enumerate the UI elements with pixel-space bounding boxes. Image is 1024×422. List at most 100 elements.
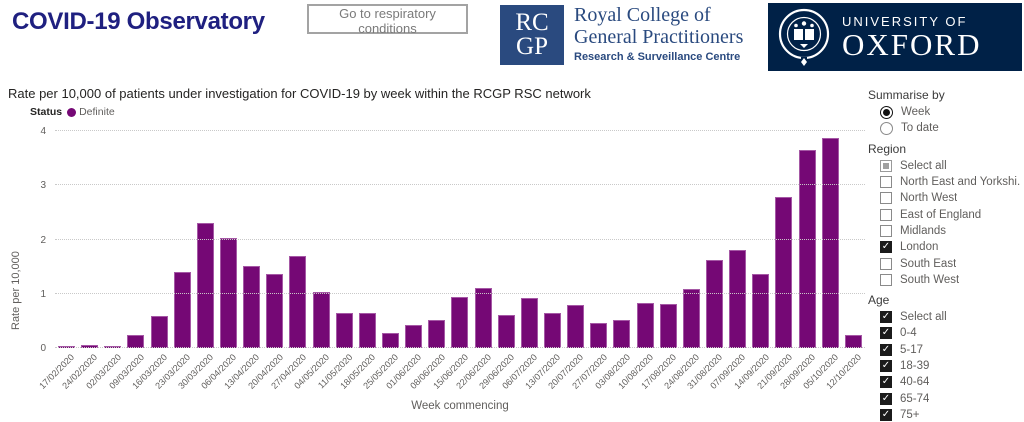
bar-30-03-2020[interactable] (196, 223, 214, 348)
age-option-75+[interactable]: ✓ 75+ (868, 407, 1020, 422)
summarise-option-week[interactable]: Week (868, 104, 1020, 120)
age-option-select-all[interactable]: ✓ Select all (868, 309, 1020, 325)
checkbox-icon[interactable] (880, 273, 892, 286)
option-label: South East (900, 257, 957, 270)
bar-08-06-2020[interactable] (428, 319, 446, 348)
bar-01-06-2020[interactable] (405, 325, 423, 348)
checkbox-icon[interactable] (880, 176, 892, 189)
option-label: 40-64 (900, 376, 930, 389)
bar-slot (286, 131, 309, 348)
age-option-65-74[interactable]: ✓ 65-74 (868, 390, 1020, 406)
rcgp-abbr-bottom: GP (516, 33, 548, 60)
bar-24-08-2020[interactable] (682, 289, 700, 348)
option-label: South West (900, 273, 960, 286)
option-label: Select all (900, 311, 947, 324)
bar-slot (333, 131, 356, 348)
bar-18-05-2020[interactable] (358, 312, 376, 348)
region-option-north-west[interactable]: North West (868, 190, 1020, 206)
go-to-respiratory-conditions-button[interactable]: Go to respiratory conditions (307, 4, 468, 36)
bar-slot (495, 131, 518, 348)
option-label: To date (901, 122, 939, 135)
bar-slot (217, 131, 240, 348)
region-option-south-east[interactable]: South East (868, 255, 1020, 271)
region-option-london[interactable]: ✓ London (868, 239, 1020, 255)
radio-icon[interactable] (880, 121, 893, 135)
bar-27-04-2020[interactable] (289, 255, 307, 348)
checkbox-checked-icon[interactable]: ✓ (880, 343, 892, 356)
bar-slot (148, 131, 171, 348)
checkbox-checked-icon[interactable]: ✓ (880, 311, 892, 324)
bar-24-02-2020[interactable] (81, 344, 99, 348)
bar-slot (472, 131, 495, 348)
checkbox-checked-icon[interactable]: ✓ (880, 360, 892, 372)
bar-20-04-2020[interactable] (266, 274, 284, 348)
bar-15-06-2020[interactable] (451, 297, 469, 348)
checkbox-icon[interactable] (880, 192, 892, 205)
bar-slot (634, 131, 657, 348)
checkbox-checked-icon[interactable]: ✓ (880, 408, 892, 421)
age-option-40-64[interactable]: ✓ 40-64 (868, 374, 1020, 390)
rcgp-abbr-top: RC (515, 8, 549, 36)
bar-29-06-2020[interactable] (497, 315, 515, 348)
bar-22-06-2020[interactable] (474, 288, 492, 348)
checkbox-checked-icon[interactable]: ✓ (880, 376, 892, 389)
y-tick-label-0: 0 (40, 343, 46, 354)
bar-03-08-2020[interactable] (613, 320, 631, 348)
region-option-east-of-england[interactable]: East of England (868, 206, 1020, 222)
bar-12-10-2020[interactable] (844, 334, 862, 348)
bar-slot (703, 131, 726, 348)
radio-selected-icon[interactable] (880, 105, 893, 119)
bar-slot (610, 131, 633, 348)
checkbox-icon[interactable] (880, 208, 892, 221)
bar-05-10-2020[interactable] (821, 137, 839, 348)
filter-panel: Summarise by Week To date Region Select a… (868, 88, 1020, 422)
bar-13-07-2020[interactable] (544, 313, 562, 348)
bar-11-05-2020[interactable] (335, 312, 353, 348)
page-title: COVID-19 Observatory (12, 8, 265, 35)
bar-27-07-2020[interactable] (590, 322, 608, 348)
bar-slot (796, 131, 819, 348)
region-option-select-all[interactable]: Select all (868, 158, 1020, 174)
legend-item-definite[interactable]: Definite (67, 106, 115, 118)
option-label: North East and Yorkshi... (900, 176, 1020, 189)
bar-25-05-2020[interactable] (382, 333, 400, 348)
checkbox-icon[interactable] (880, 257, 892, 270)
bar-slot (379, 131, 402, 348)
bar-23-03-2020[interactable] (173, 272, 191, 348)
checkbox-checked-icon[interactable]: ✓ (880, 327, 892, 340)
checkbox-indeterminate-icon[interactable] (880, 159, 892, 172)
checkbox-checked-icon[interactable]: ✓ (880, 392, 892, 405)
region-option-midlands[interactable]: Midlands (868, 223, 1020, 239)
bar-07-09-2020[interactable] (729, 250, 747, 348)
summarise-by-header: Summarise by (868, 88, 945, 102)
bar-21-09-2020[interactable] (775, 196, 793, 348)
checkbox-checked-icon[interactable]: ✓ (880, 241, 892, 254)
bar-09-03-2020[interactable] (127, 334, 145, 348)
legend-title: Status (30, 106, 63, 118)
bar-14-09-2020[interactable] (752, 274, 770, 348)
bar-06-07-2020[interactable] (520, 297, 538, 348)
bar-slot (448, 131, 471, 348)
bar-20-07-2020[interactable] (567, 305, 585, 348)
bar-17-08-2020[interactable] (659, 304, 677, 348)
bar-31-08-2020[interactable] (706, 260, 723, 348)
bar-slot (749, 131, 772, 348)
bar-chart-plot-area (55, 130, 865, 348)
region-option-south-west[interactable]: South West (868, 272, 1020, 288)
bar-slot (726, 131, 749, 348)
summarise-option-to-date[interactable]: To date (868, 120, 1020, 136)
age-option-5-17[interactable]: ✓ 5-17 (868, 342, 1020, 358)
option-label: 65-74 (900, 392, 930, 405)
bar-10-08-2020[interactable] (636, 302, 654, 348)
bar-04-05-2020[interactable] (312, 291, 330, 348)
age-option-18-39[interactable]: ✓ 18-39 (868, 358, 1020, 374)
bar-16-03-2020[interactable] (150, 316, 168, 348)
option-label: North West (900, 192, 958, 205)
age-option-0-4[interactable]: ✓ 0-4 (868, 325, 1020, 341)
bar-13-04-2020[interactable] (243, 266, 261, 348)
region-option-north-east-and-yorkshi[interactable]: North East and Yorkshi... (868, 174, 1020, 190)
rcgp-name-line2: General Practitioners (574, 25, 744, 48)
bar-28-09-2020[interactable] (798, 150, 816, 348)
checkbox-icon[interactable] (880, 224, 892, 237)
region-options: Select all North East and Yorkshi... North… (868, 158, 1020, 288)
